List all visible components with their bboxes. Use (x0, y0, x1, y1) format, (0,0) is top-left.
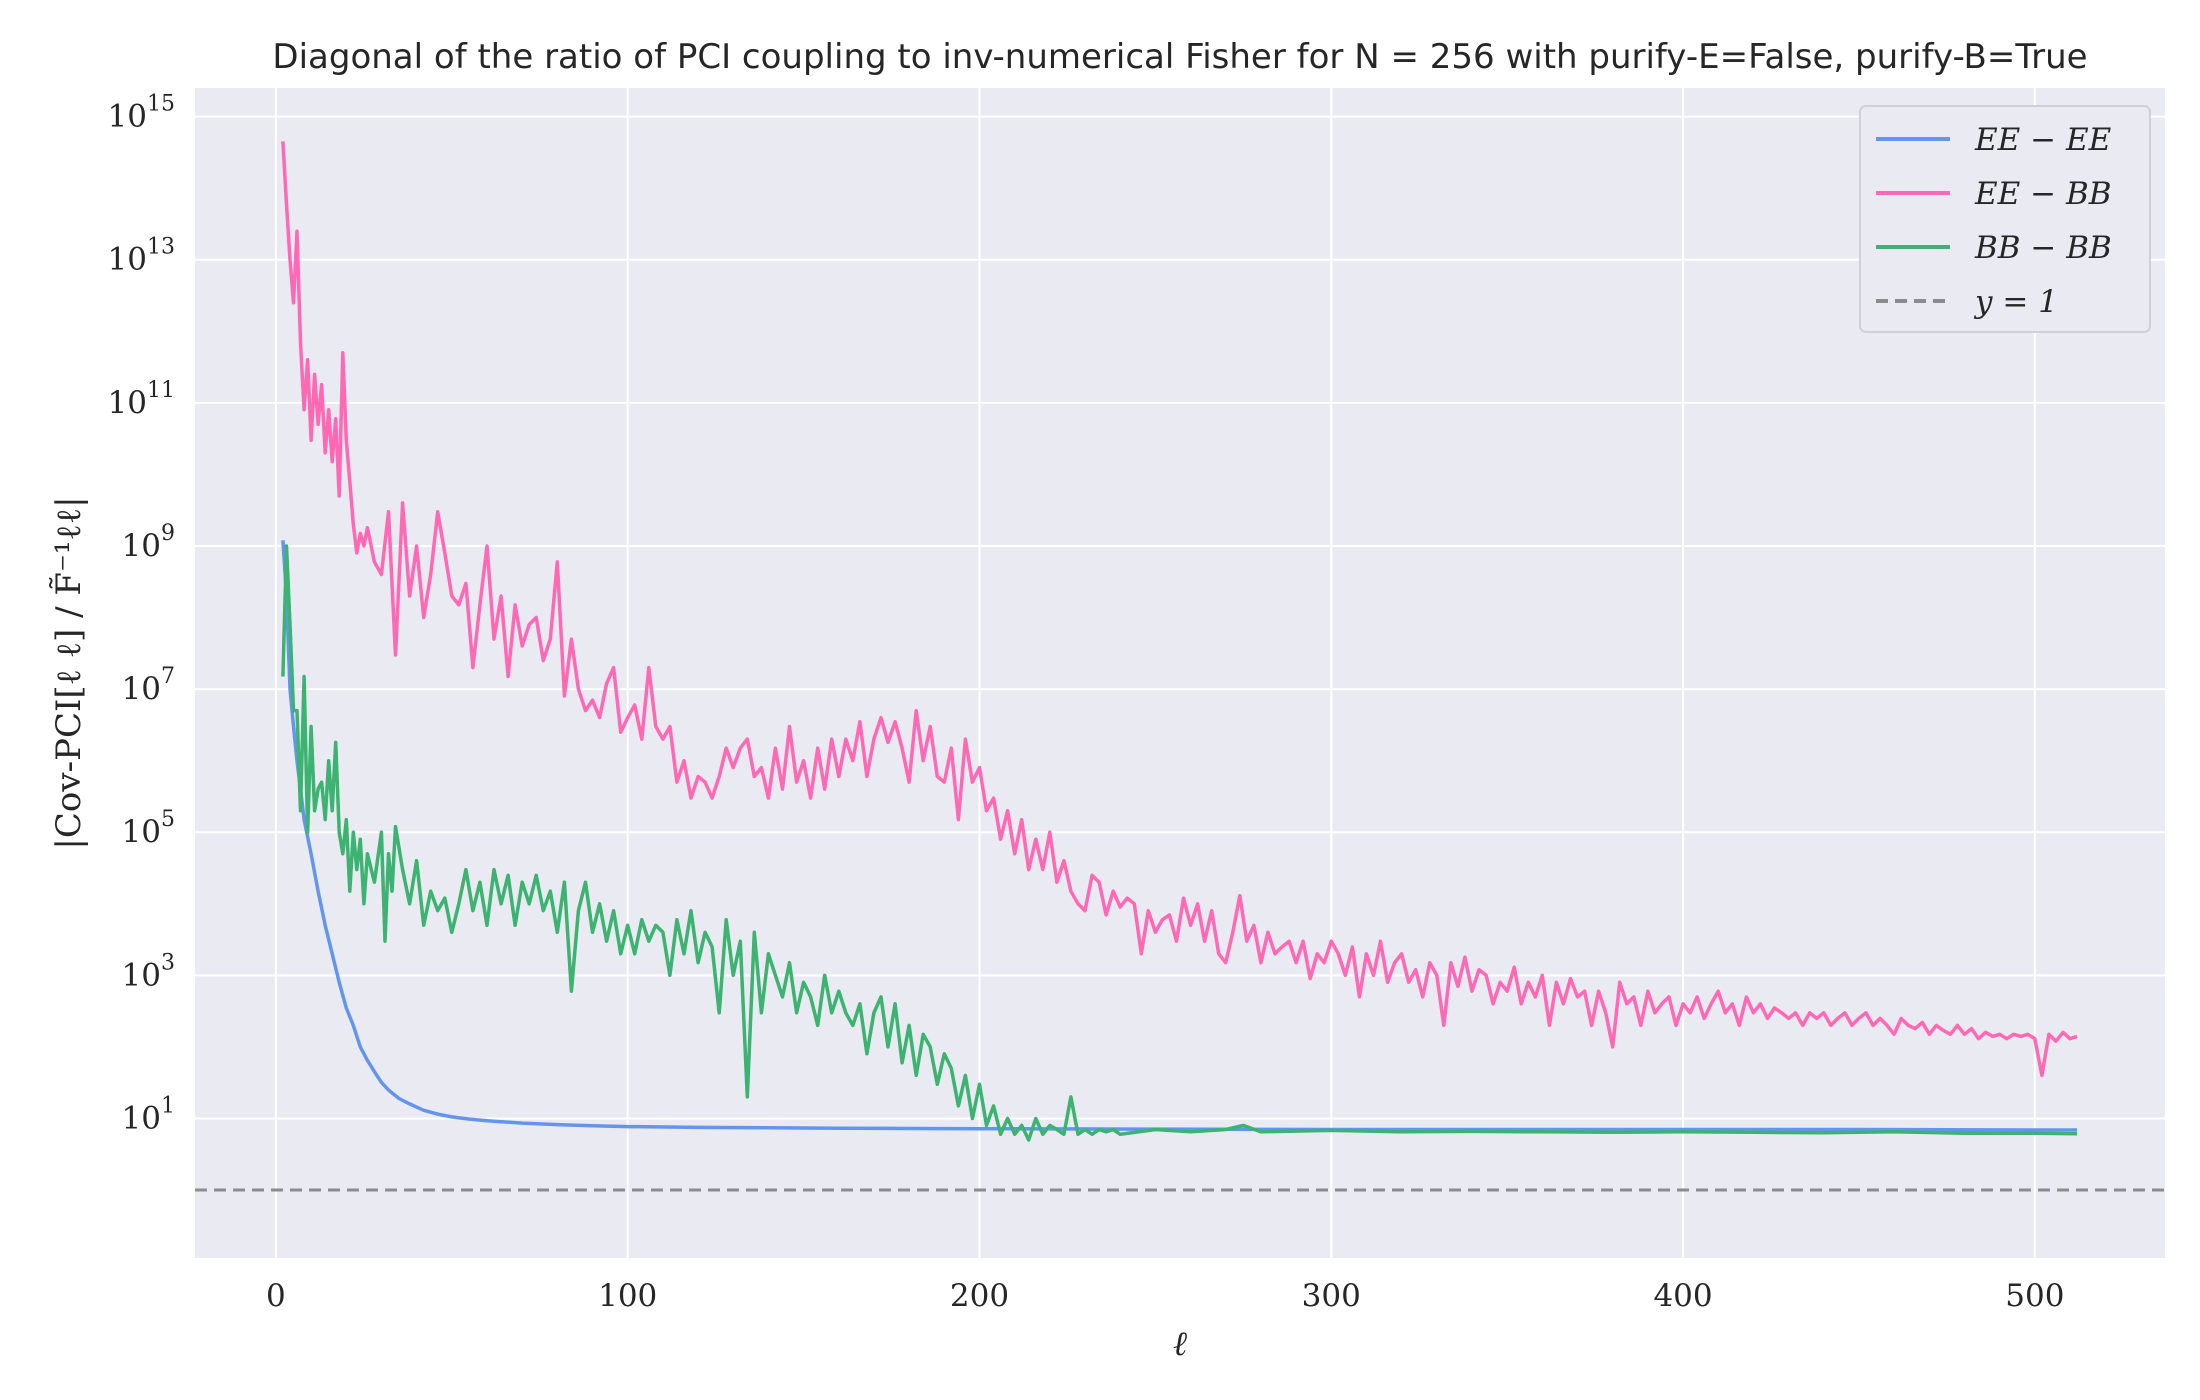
x-tick-label: 500 (2005, 1278, 2064, 1314)
x-tick-label: 200 (950, 1278, 1009, 1314)
y-tick-base: 10 (108, 385, 147, 421)
legend-label-1: EE − EE (1974, 122, 2112, 158)
legend-label-3: BB − BB (1974, 230, 2112, 266)
y-tick-exponent: 15 (147, 92, 175, 117)
y-tick-base: 10 (122, 1100, 161, 1136)
y-tick-label: 107 (122, 664, 175, 707)
y-tick-label: 1013 (108, 235, 175, 278)
y-tick-exponent: 5 (161, 807, 175, 832)
series-lines (281, 141, 2078, 1142)
y-tick-base: 10 (122, 957, 161, 993)
y-tick-label: 109 (122, 521, 175, 564)
chart-title: Diagonal of the ratio of PCI coupling to… (272, 37, 2087, 77)
y-tick-exponent: 1 (161, 1093, 175, 1118)
plot-background (195, 88, 2165, 1258)
y-tick-base: 10 (122, 528, 161, 564)
y-tick-label: 105 (122, 807, 175, 850)
y-tick-exponent: 3 (161, 950, 175, 975)
legend-box (1859, 105, 2151, 333)
series-line-3 (281, 544, 2078, 1142)
y-tick-exponent: 7 (161, 664, 175, 689)
y-tick-base: 10 (108, 99, 147, 135)
x-tick-label: 0 (266, 1278, 286, 1314)
series-line-1 (281, 540, 2078, 1132)
y-tick-label: 1011 (108, 378, 175, 421)
series-line-2 (281, 141, 2078, 1078)
x-axis-label: ℓ (1173, 1324, 1187, 1364)
x-tick-label: 100 (598, 1278, 657, 1314)
legend-label-2: EE − BB (1974, 176, 2112, 212)
y-tick-exponent: 13 (147, 235, 175, 260)
legend-label-4: y = 1 (1973, 284, 2058, 320)
x-tick-label: 400 (1653, 1278, 1712, 1314)
y-tick-base: 10 (122, 671, 161, 707)
gridlines (195, 88, 2165, 1258)
x-tick-label: 300 (1302, 1278, 1361, 1314)
x-tick-labels: 0 100 200 300 400 500 (266, 1278, 2064, 1314)
y-tick-base: 10 (108, 242, 147, 278)
y-axis-label: |Cov-PCI[ℓ ℓ] / F̃⁻¹ℓℓ| (49, 496, 89, 849)
y-tick-exponent: 9 (161, 521, 175, 546)
y-tick-label: 103 (122, 950, 175, 993)
y-tick-base: 10 (122, 814, 161, 850)
y-tick-exponent: 11 (147, 378, 175, 403)
y-tick-label: 1015 (108, 92, 175, 135)
y-tick-label: 101 (122, 1093, 175, 1136)
legend: EE − EE EE − BB BB − BB y = 1 (1859, 105, 2151, 333)
